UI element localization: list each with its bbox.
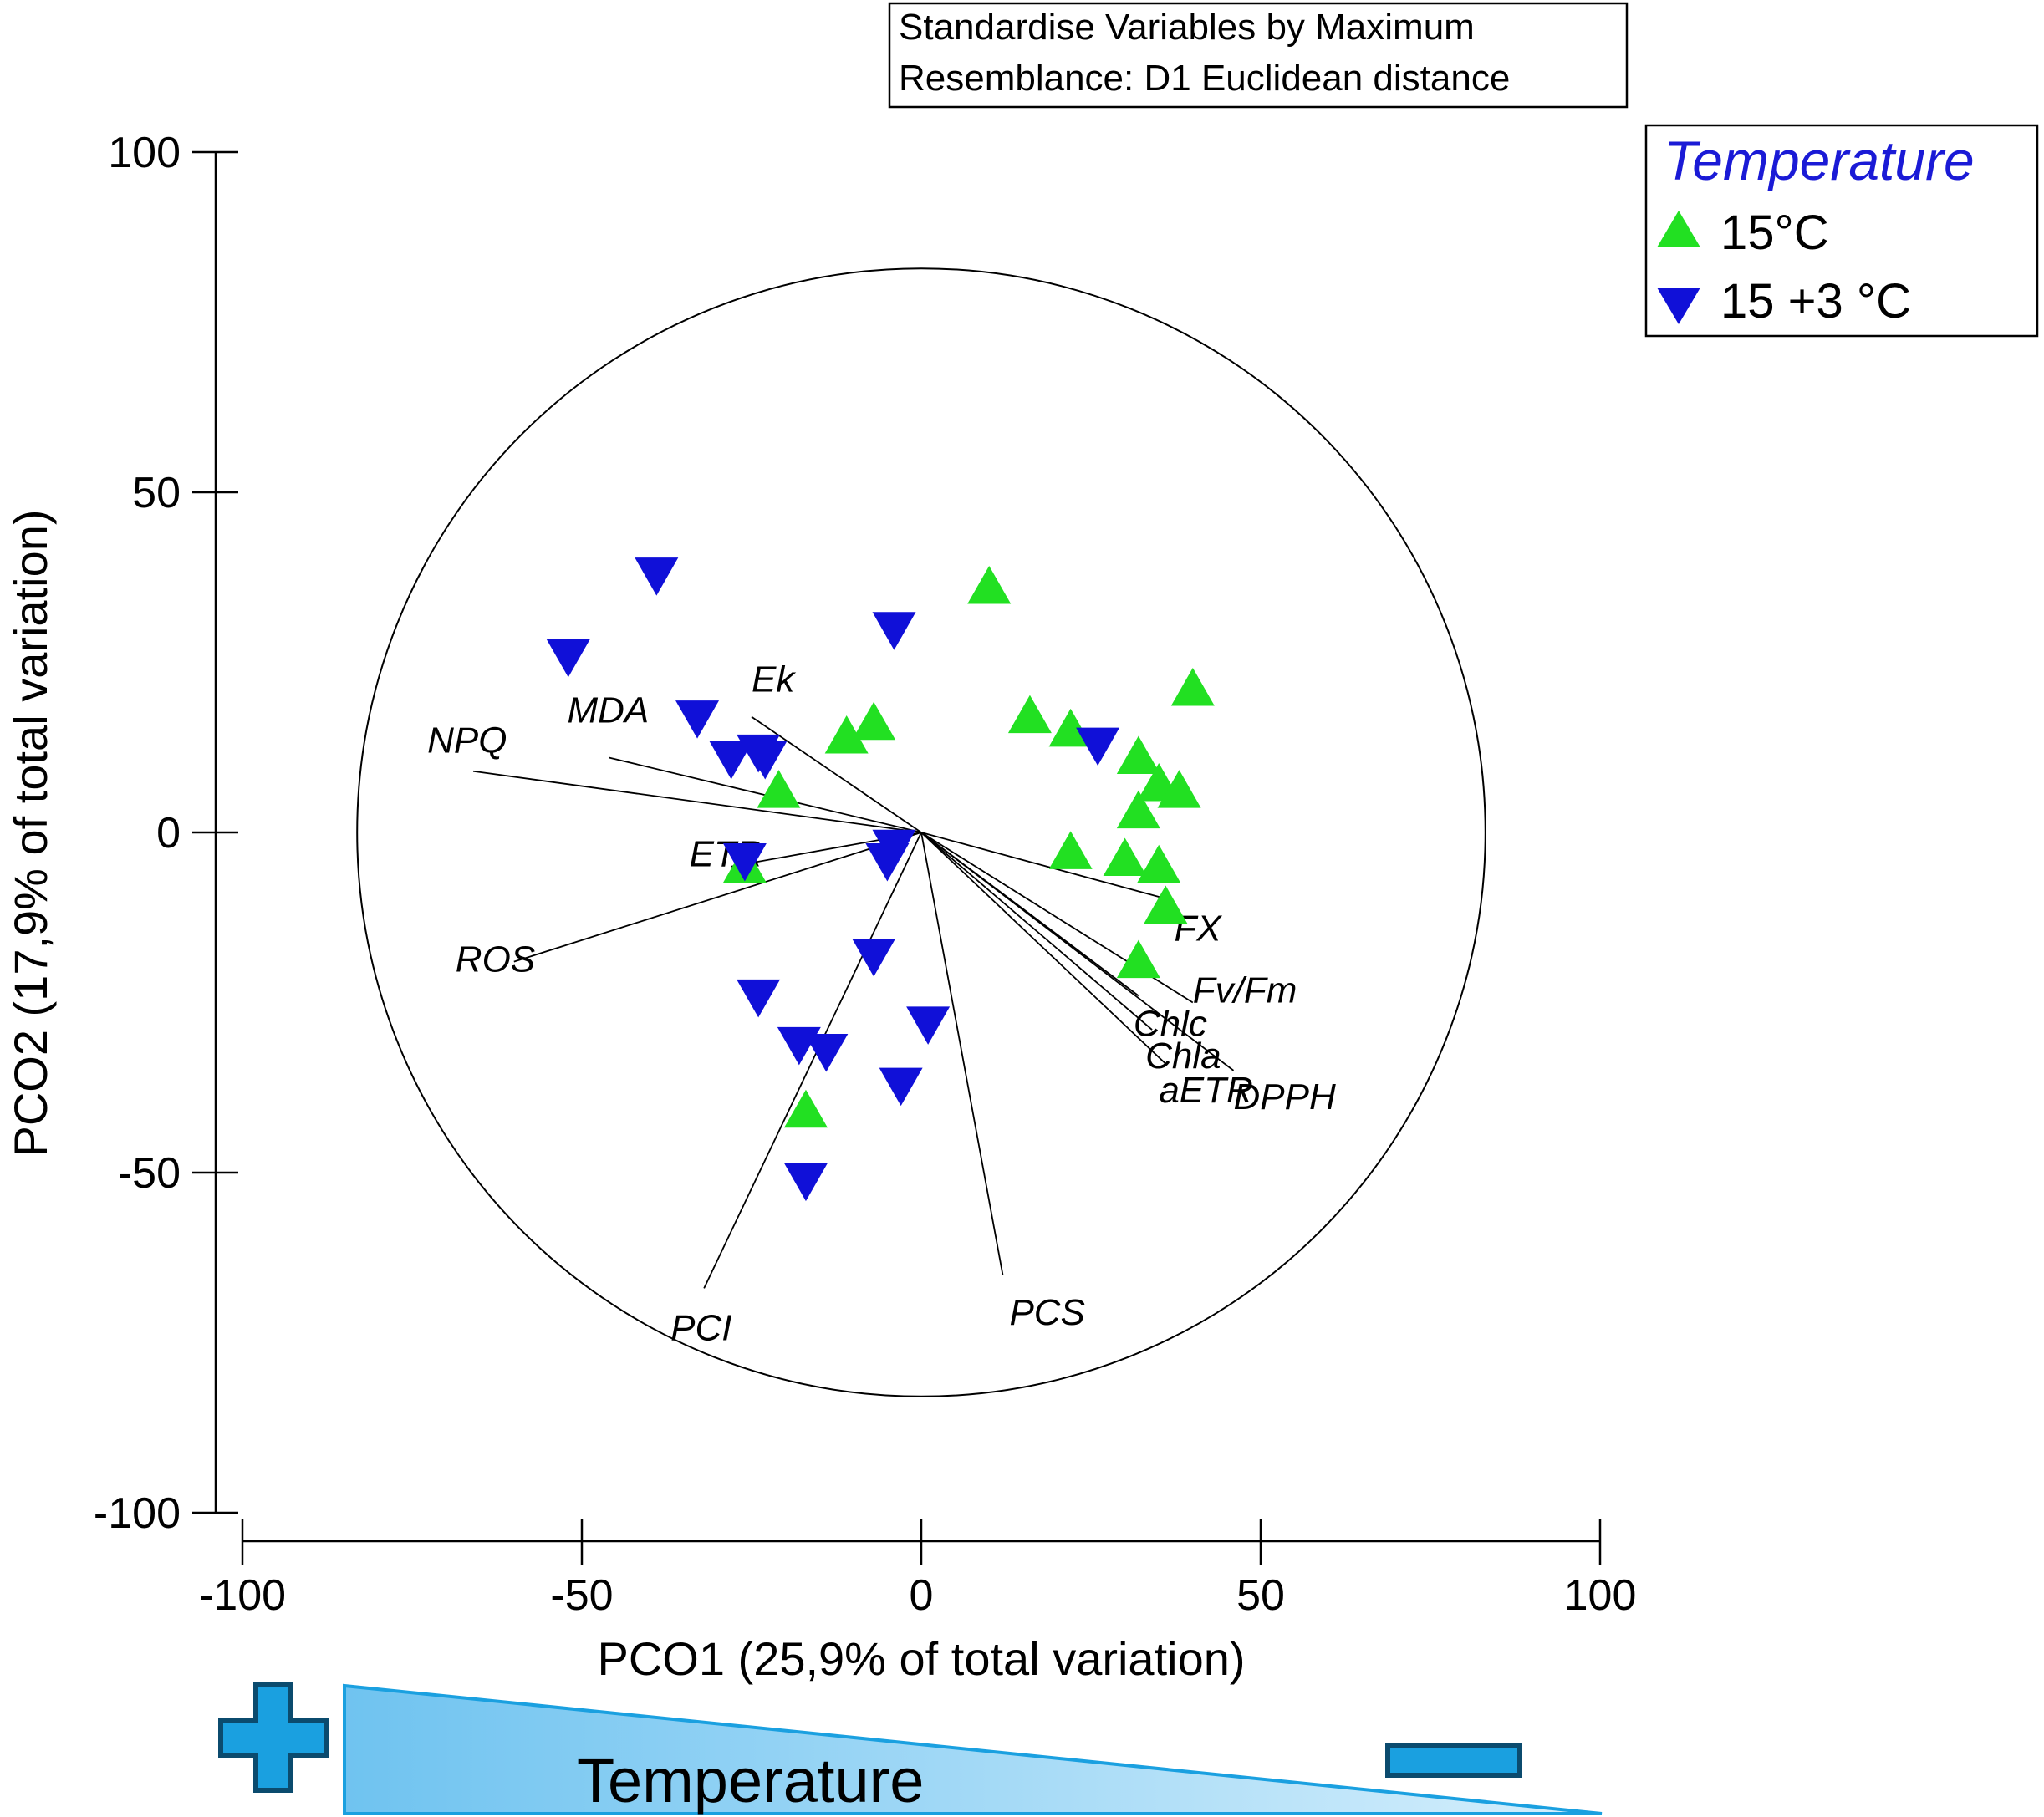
correlation-circle: [356, 267, 1486, 1397]
point-15plus3c: [635, 557, 679, 596]
point-15c: [757, 770, 801, 808]
gradient-wedge: [343, 1683, 1603, 1815]
vector-line: [703, 832, 922, 1289]
plus-icon: [218, 1682, 329, 1793]
vector-line: [920, 832, 1153, 1031]
point-15c: [1007, 695, 1052, 734]
x-axis-title: PCO1 (25,9% of total variation): [597, 1632, 1245, 1685]
point-15plus3c: [743, 741, 788, 780]
point-15c: [1137, 844, 1181, 883]
y-tick-label: 0: [156, 809, 181, 858]
point-15plus3c: [546, 639, 590, 678]
vector-line: [472, 770, 922, 833]
y-ticks: -100 -50 0 50 100: [94, 129, 238, 1538]
point-15plus3c: [1076, 727, 1120, 766]
point-15plus3c: [783, 1163, 828, 1202]
point-15c: [783, 1089, 828, 1128]
point-15plus3c: [872, 612, 916, 650]
vector-label: Fv/Fm: [1193, 970, 1297, 1011]
point-15plus3c: [737, 979, 781, 1018]
vector-line: [920, 832, 1235, 1071]
temperature-gradient: Temperature: [218, 1682, 1603, 1815]
vector-label: PCS: [1009, 1292, 1084, 1333]
vector-label: aETR: [1159, 1070, 1252, 1111]
legend-label-15c: 15°C: [1720, 206, 1829, 260]
y-tick-label: 100: [108, 129, 181, 177]
resemblance-note: Standardise Variables by Maximum Resembl…: [888, 2, 1629, 109]
point-15c: [967, 565, 1012, 604]
point-15c: [1048, 831, 1093, 869]
legend-marker-15c: [1657, 211, 1700, 247]
legend: Temperature 15°C 15 +3 °C: [1644, 124, 2039, 338]
point-15c: [1116, 790, 1160, 829]
point-15c: [824, 715, 869, 754]
point-15c: [852, 701, 896, 741]
vector-label: NPQ: [427, 720, 507, 761]
legend-label-15plus3c: 15 +3 °C: [1720, 274, 1911, 328]
minus-icon: [1385, 1743, 1522, 1778]
note-line-2: Resemblance: D1 Euclidean distance: [899, 58, 1510, 99]
point-15plus3c: [709, 741, 753, 780]
gradient-label: Temperature: [577, 1746, 924, 1815]
point-15c: [1157, 770, 1201, 808]
legend-marker-15plus3c: [1657, 288, 1700, 324]
point-15c: [1116, 735, 1160, 774]
x-tick-label: 100: [1564, 1571, 1637, 1620]
vector-line: [751, 715, 922, 833]
vector-line: [513, 832, 922, 963]
vector-line: [920, 832, 1173, 902]
x-tick-label: 50: [1236, 1571, 1285, 1620]
x-tick-label: -100: [199, 1571, 286, 1620]
point-15c: [1116, 939, 1160, 979]
legend-title: Temperature: [1664, 130, 1975, 191]
y-tick-label: -50: [118, 1149, 181, 1198]
y-tick-label: -100: [94, 1489, 181, 1538]
x-tick-label: -50: [550, 1571, 613, 1620]
note-line-1: Standardise Variables by Maximum: [899, 7, 1475, 48]
x-tick-label: 0: [910, 1571, 934, 1620]
point-15plus3c: [906, 1006, 951, 1045]
vector-label: MDA: [567, 690, 649, 730]
point-15plus3c: [722, 843, 767, 882]
y-tick-label: 50: [132, 469, 181, 517]
point-15plus3c: [804, 1033, 849, 1072]
y-axis-title: PCO2 (17,9% of total variation): [4, 509, 57, 1157]
point-15plus3c: [852, 939, 896, 977]
vector-label: PCI: [670, 1307, 731, 1348]
x-ticks: -100 -50 0 50 100: [199, 1519, 1636, 1620]
vector-label: Ek: [752, 659, 796, 700]
vector-line: [920, 832, 1004, 1275]
point-15c: [1144, 885, 1188, 924]
vector-label: DPPH: [1234, 1076, 1336, 1117]
point-15plus3c: [879, 1067, 923, 1107]
vector-line: [920, 832, 1166, 1065]
point-15c: [1103, 837, 1147, 877]
point-15plus3c: [675, 700, 720, 739]
point-15c: [1170, 668, 1215, 706]
vector-label: ROS: [456, 939, 535, 980]
axes: -100 -50 0 50 100 -100 -50 0 50 100: [94, 129, 1636, 1620]
point-15plus3c: [865, 843, 910, 882]
data-points: [546, 557, 1215, 1202]
